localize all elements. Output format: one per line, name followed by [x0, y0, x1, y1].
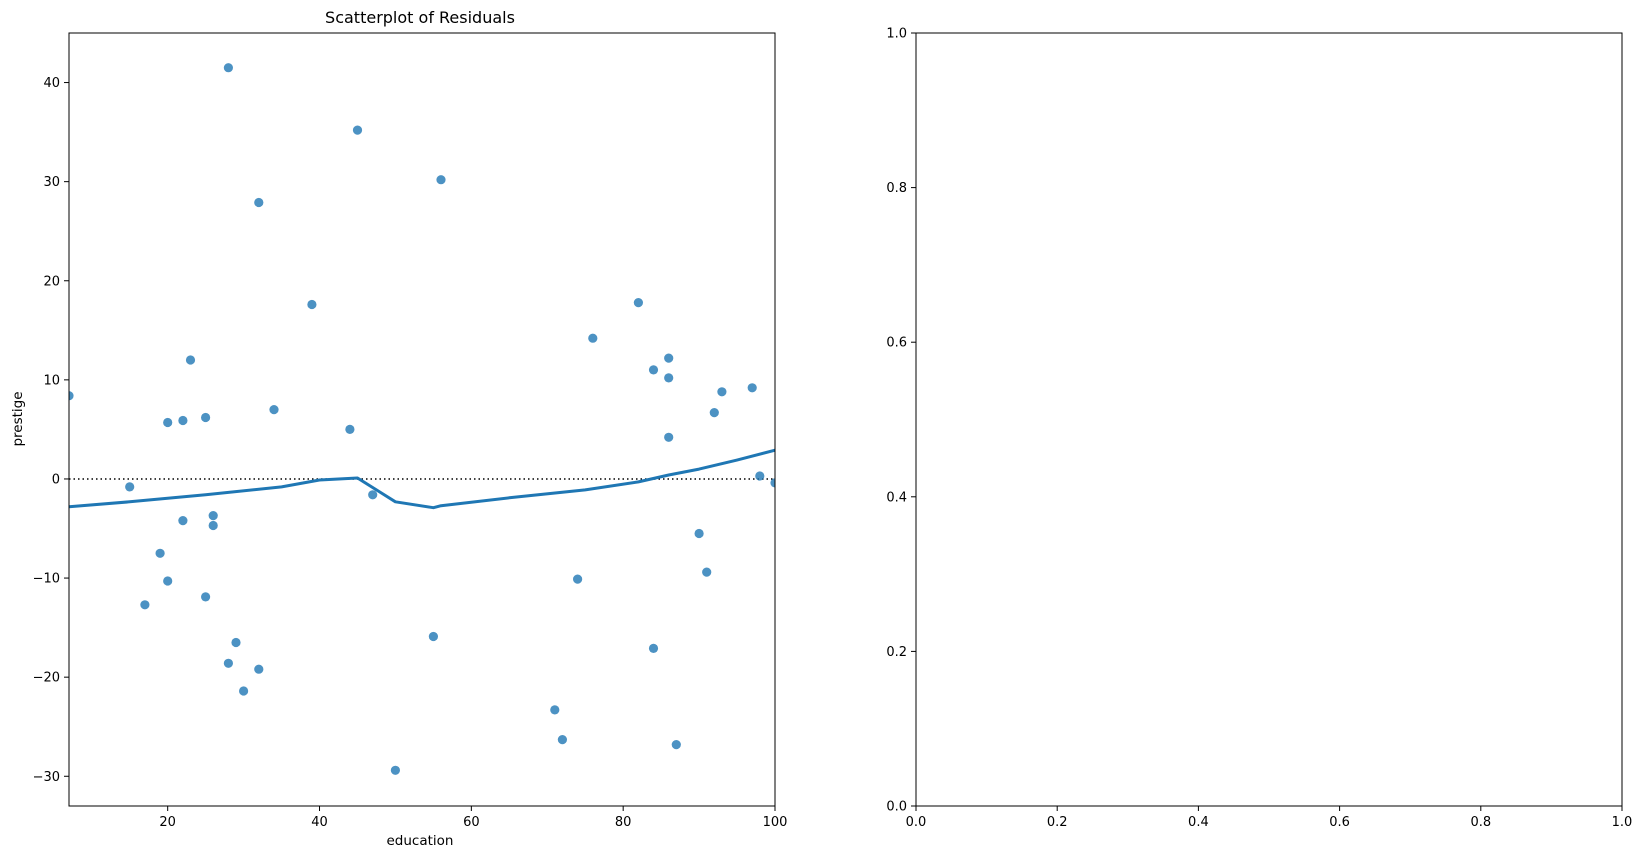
data-point [717, 387, 727, 397]
data-point [664, 353, 674, 363]
lowess-smoother-line [69, 448, 775, 510]
data-point [557, 735, 568, 745]
x-tick-label: 0.8 [1470, 815, 1491, 830]
empty-plot-area: 0.0 0.2 0.4 0.6 0.8 1.0 0.0 0.2 0.4 0.6 0.8 1.0 [886, 27, 1632, 831]
x-tick-label: 0.0 [906, 815, 927, 830]
y-tick-label: 0.2 [886, 645, 907, 660]
x-tick-label: 1.0 [1612, 815, 1633, 830]
y-tick-label: 0.0 [886, 800, 907, 815]
data-point [436, 175, 446, 185]
y-tick-label: 20 [43, 274, 60, 289]
data-point [254, 197, 264, 208]
data-point [155, 548, 165, 558]
y-axis-label: prestige [10, 391, 26, 446]
data-point [125, 482, 135, 492]
y-tick-label: 10 [43, 373, 60, 388]
x-tick-label: 80 [615, 815, 632, 830]
data-point [664, 432, 674, 442]
chart-title: Scatterplot of Residuals [325, 8, 515, 27]
x-tick-label: 60 [463, 815, 480, 830]
y-tick-label: −10 [33, 572, 60, 587]
data-point [588, 333, 598, 343]
data-point [223, 63, 233, 73]
data-point [345, 424, 355, 434]
y-tick-label: 0.8 [886, 181, 907, 196]
data-point [755, 471, 765, 481]
data-point [269, 405, 279, 415]
data-point [550, 705, 560, 715]
data-point [254, 664, 264, 674]
data-point [747, 383, 757, 393]
data-point [163, 576, 173, 586]
data-point [239, 686, 249, 696]
y-tick-label: −30 [33, 770, 60, 785]
data-point [307, 299, 317, 310]
axes-frame [68, 32, 776, 807]
data-point [633, 298, 644, 308]
data-point [231, 637, 241, 648]
data-point [178, 415, 188, 426]
data-point [648, 365, 659, 375]
x-tick-label: 40 [311, 815, 328, 830]
axes-frame [915, 32, 1623, 807]
residual-plot-area: 20 40 60 80 100 −30 −20 −10 0 10 20 30 40 [33, 32, 788, 830]
data-point [770, 478, 775, 488]
data-point [573, 574, 583, 584]
x-tick-label: 100 [763, 815, 788, 830]
y-tick-label: 40 [43, 76, 60, 91]
empty-axes: 0.0 0.2 0.4 0.6 0.8 1.0 0.0 0.2 0.4 0.6 0.8 1.0 [886, 27, 1632, 831]
data-point [69, 391, 74, 401]
data-point [352, 125, 363, 135]
x-tick-label: 20 [159, 815, 176, 830]
y-tick-label: 0.4 [886, 490, 907, 505]
data-point [178, 516, 188, 526]
x-tick-label: 0.2 [1047, 815, 1068, 830]
data-point [671, 740, 681, 750]
x-tick-label: 0.6 [1329, 815, 1350, 830]
data-point [664, 373, 674, 383]
data-point [702, 567, 712, 577]
residual-scatter-axes: Scatterplot of Residuals education prest… [10, 8, 787, 849]
data-point [428, 631, 438, 642]
data-point [201, 412, 211, 423]
data-point [208, 520, 218, 531]
x-tick-label: 0.4 [1188, 815, 1209, 830]
data-point [368, 490, 378, 500]
y-tick-label: 0.6 [886, 336, 907, 351]
data-point [163, 417, 173, 428]
data-layer [69, 63, 775, 775]
data-point [185, 355, 196, 365]
y-tick-label: 1.0 [886, 27, 907, 42]
x-axis-label: education [387, 833, 454, 849]
data-point [694, 528, 704, 539]
data-point [223, 658, 233, 668]
y-tick-label: 30 [43, 175, 60, 190]
data-point [648, 643, 659, 654]
data-point [201, 592, 211, 602]
data-point [709, 408, 719, 418]
y-tick-label: 0 [52, 472, 60, 487]
y-tick-label: −20 [33, 671, 60, 686]
data-point [140, 600, 150, 610]
data-point [390, 765, 400, 775]
data-point [208, 510, 218, 521]
